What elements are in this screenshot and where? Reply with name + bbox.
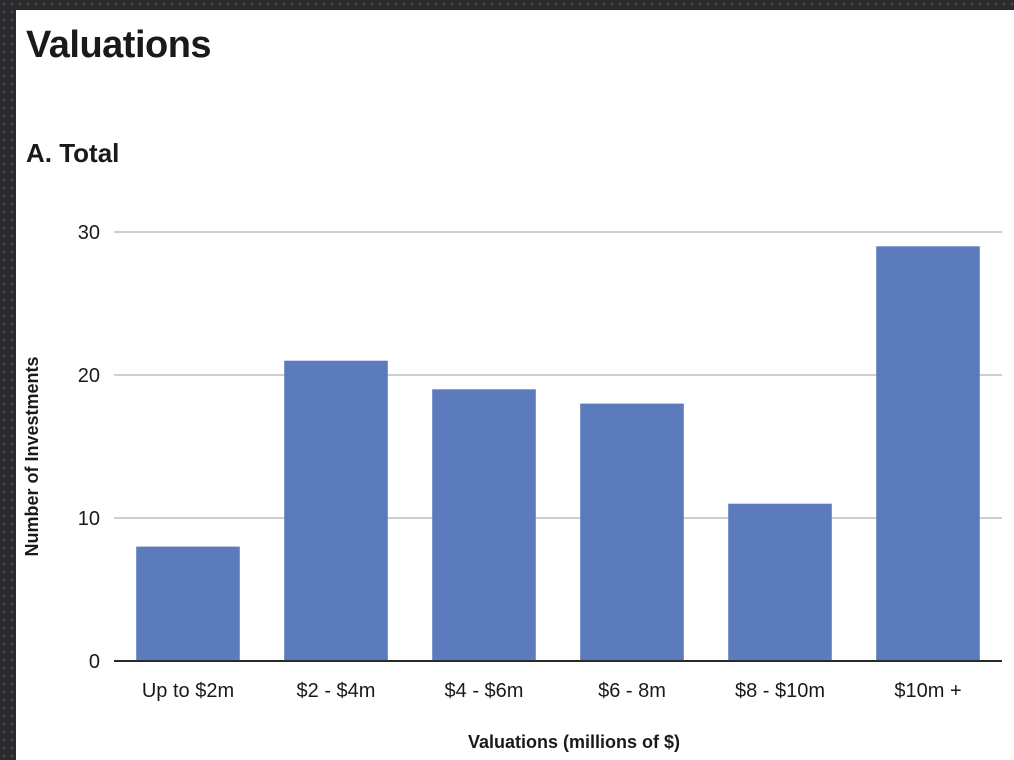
bar-chart: 0 10 20 30 Up to $2m $2 - $4m $4 - $6m $6 - 8m… <box>22 222 1002 752</box>
bar <box>728 503 832 661</box>
bar <box>284 360 388 661</box>
bars <box>136 246 980 662</box>
gridlines <box>114 231 1002 519</box>
chart-title: A. Total <box>26 138 120 168</box>
y-tick-label: 30 <box>78 222 100 244</box>
y-tick-labels: 0 10 20 30 <box>78 222 100 673</box>
x-tick-label: $8 - $10m <box>735 680 825 702</box>
bar <box>580 403 684 661</box>
page-title: Valuations <box>26 24 212 66</box>
x-tick-label: $2 - $4m <box>297 680 376 702</box>
x-tick-label: $6 - 8m <box>598 680 666 702</box>
y-tick-label: 0 <box>89 651 100 673</box>
x-tick-label: $10m + <box>894 680 961 702</box>
y-tick-label: 10 <box>78 508 100 530</box>
bar <box>876 246 980 662</box>
x-axis-title: Valuations (millions of $) <box>468 732 680 752</box>
y-axis-title: Number of Investments <box>22 356 42 556</box>
y-tick-label: 20 <box>78 365 100 387</box>
x-tick-label: $4 - $6m <box>445 680 524 702</box>
x-tick-label: Up to $2m <box>142 680 234 702</box>
bar <box>136 546 240 661</box>
x-tick-labels: Up to $2m $2 - $4m $4 - $6m $6 - 8m $8 - $10… <box>142 680 962 702</box>
slide: Valuations A. Total 0 10 20 30 Up to $2m $2 … <box>16 10 1014 760</box>
bar <box>432 389 536 661</box>
